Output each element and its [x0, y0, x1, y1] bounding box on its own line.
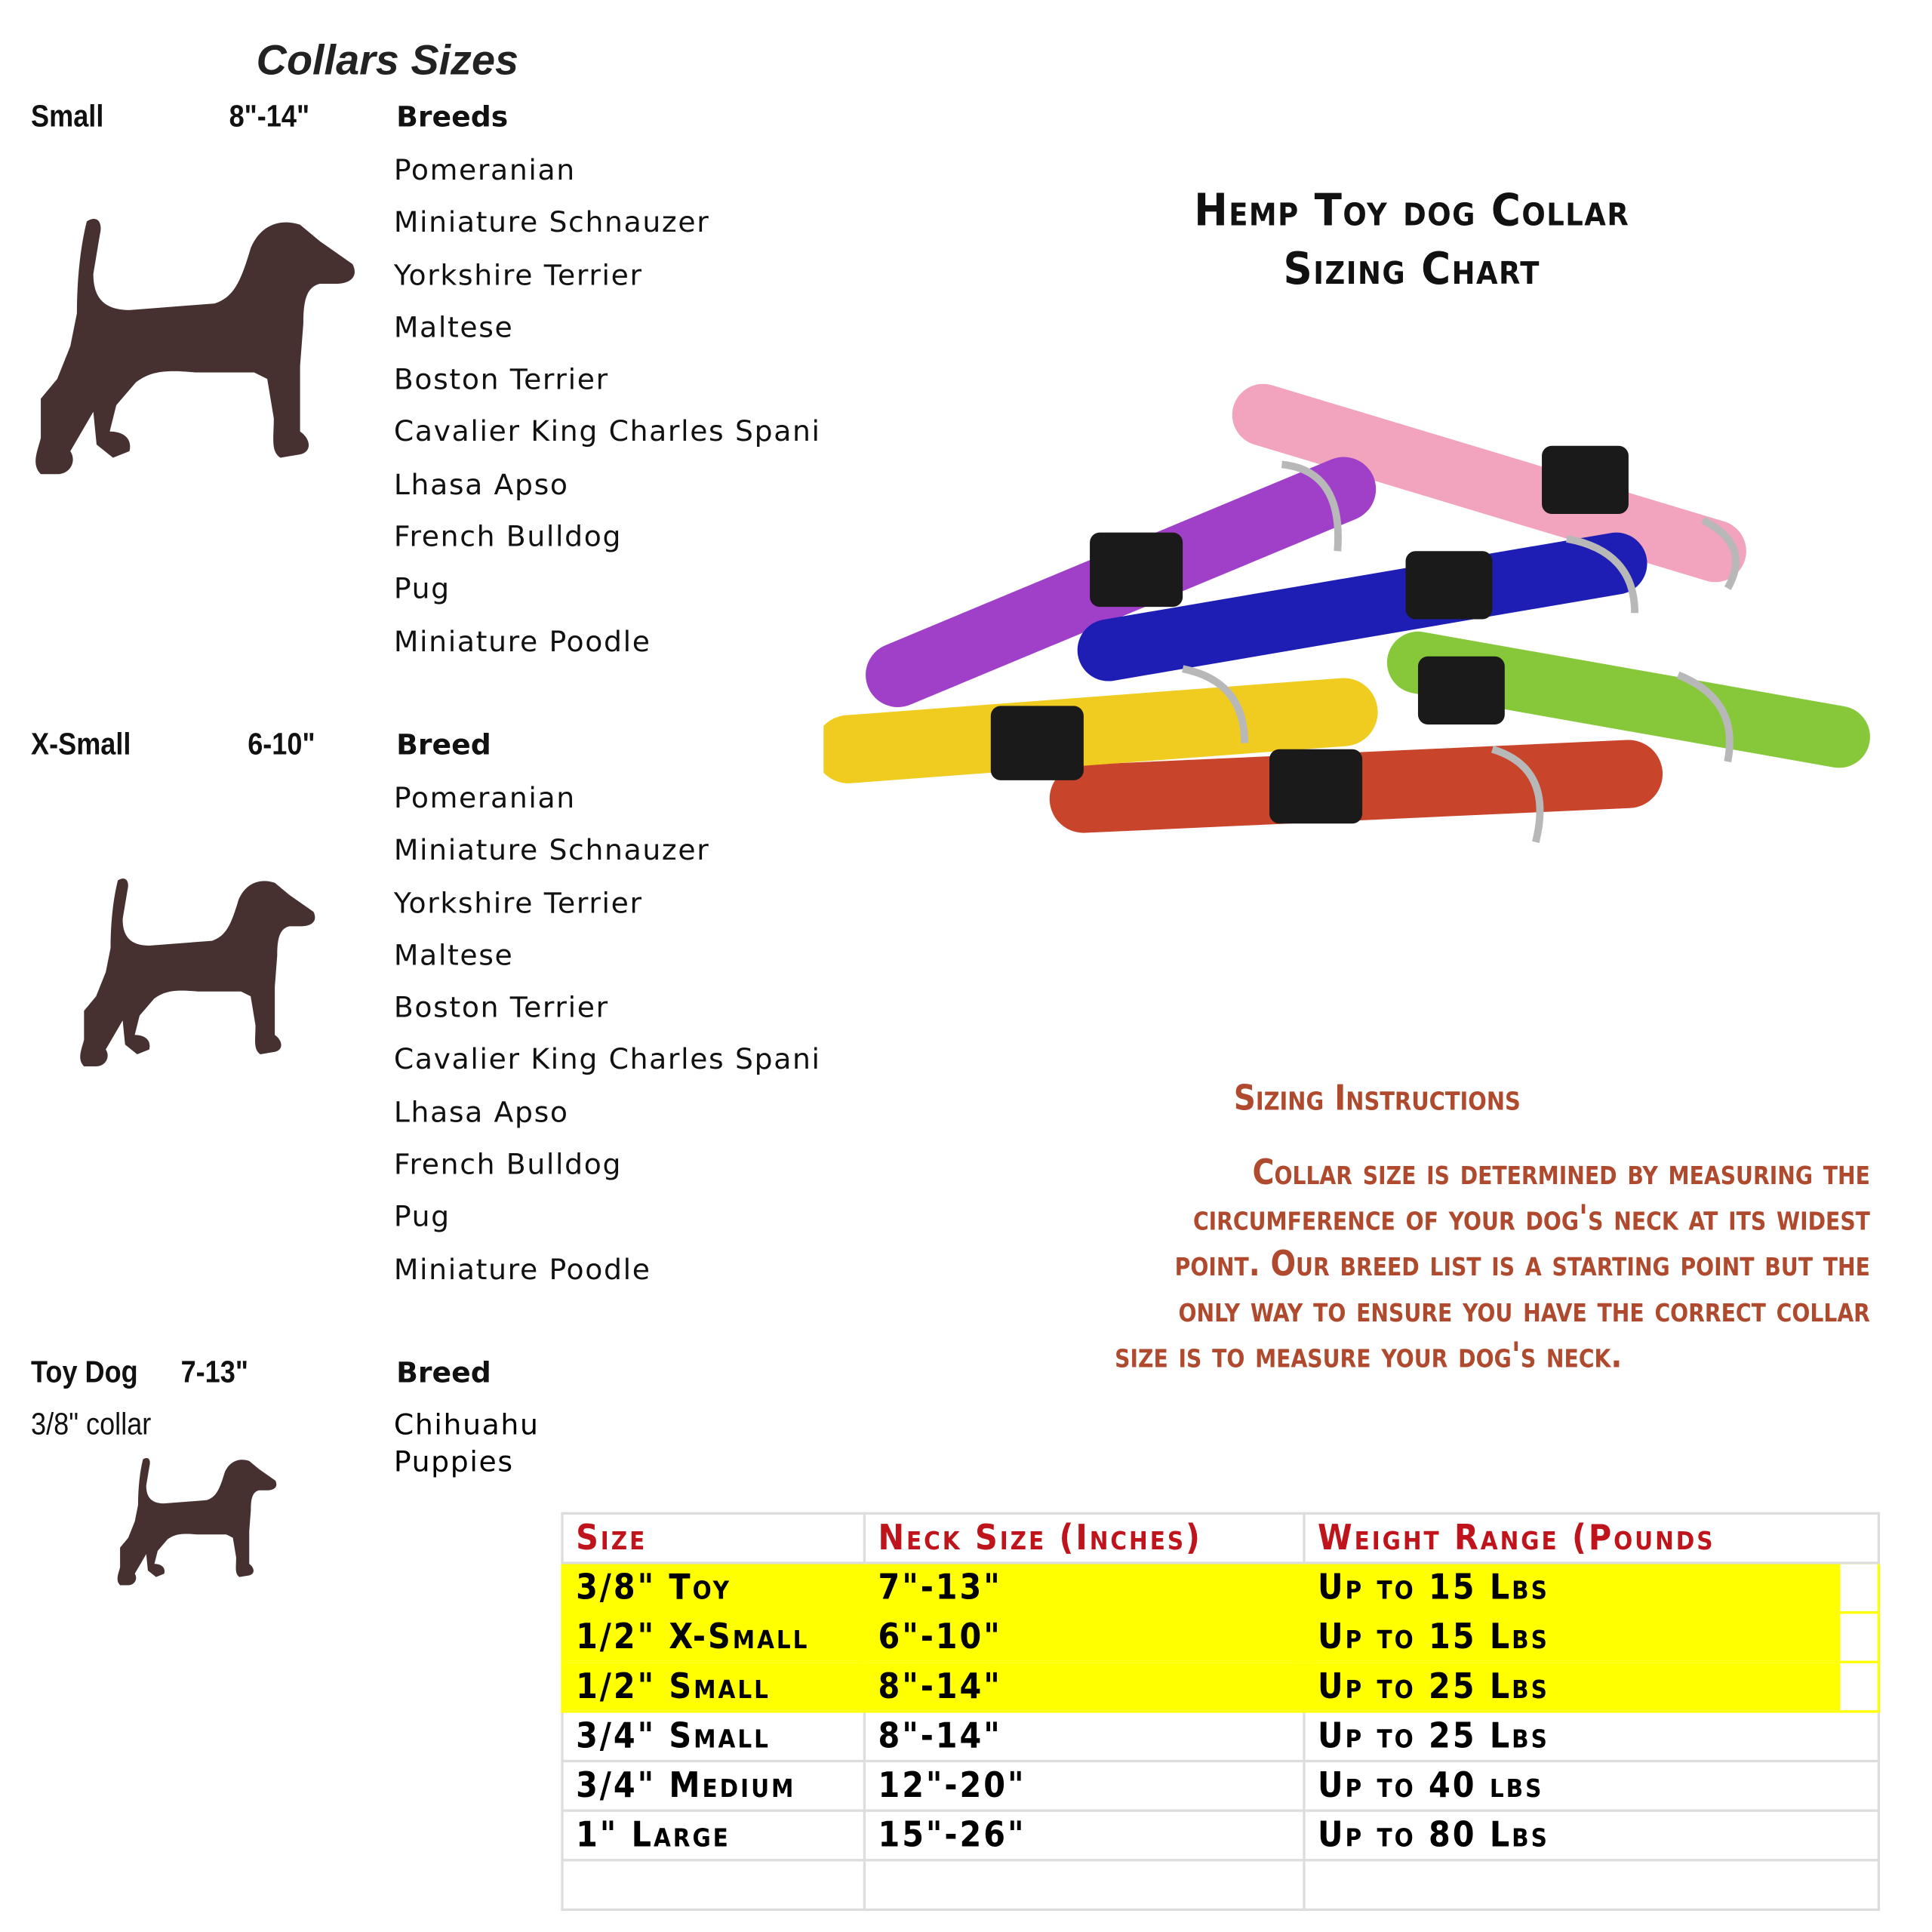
- size-table: Size Neck Size (Inches) Weight Range (Po…: [561, 1512, 1881, 1912]
- xsmall-breed-list: Pomeranian Miniature Schnauzer Yorkshire…: [394, 773, 820, 1297]
- table-cell: [561, 1859, 866, 1912]
- list-item: Miniature Schnauzer: [393, 207, 710, 240]
- table-cell: 1/2" Small: [561, 1660, 866, 1713]
- dog-silhouette-icon: [35, 218, 355, 475]
- list-item: Puppies: [393, 1446, 514, 1479]
- table-cell: 12"-20": [863, 1759, 1306, 1812]
- table-cell: Up to 40 lbs: [1303, 1759, 1881, 1812]
- size-xsmall-range: 6-10": [248, 727, 315, 762]
- header-cell: Neck Size (Inches): [863, 1512, 1306, 1564]
- dog-silhouette-icon: [80, 878, 315, 1066]
- list-item: Boston Terrier: [393, 364, 609, 397]
- breed-heading: Breed: [396, 1357, 491, 1390]
- table-row: 3/8" Toy 7"-13" Up to 15 Lbs: [561, 1561, 1881, 1614]
- table-cell: 1" Large: [561, 1809, 866, 1862]
- size-xsmall-label: X-Small: [31, 727, 131, 762]
- list-item: French Bulldog: [393, 521, 623, 554]
- table-cell: 15"-26": [863, 1809, 1306, 1862]
- collars-sizes-title: Collars Sizes: [256, 37, 519, 85]
- table-cell: Up to 15 Lbs: [1303, 1611, 1881, 1663]
- table-row: 3/4" Medium 12"-20" Up to 40 lbs: [561, 1759, 1881, 1812]
- table-header-row: Size Neck Size (Inches) Weight Range (Po…: [561, 1512, 1881, 1564]
- instructions-line: size is to measure your dog's neck.: [1115, 1334, 1623, 1377]
- sizing-instructions-heading: Sizing Instructions: [1233, 1077, 1521, 1118]
- list-item: Pomeranian: [393, 155, 576, 187]
- chart-title-line2: Sizing Chart: [1283, 244, 1540, 295]
- table-row: 1/2" Small 8"-14" Up to 25 Lbs: [561, 1660, 1881, 1713]
- table-cell: Up to 25 Lbs: [1303, 1660, 1881, 1713]
- table-cell: [1303, 1859, 1881, 1912]
- instructions-line: only way to ensure you have the correct …: [1178, 1289, 1870, 1331]
- table-cell: 6"-10": [863, 1611, 1306, 1663]
- dog-silhouette-icon: [117, 1457, 277, 1586]
- table-cell: Up to 15 Lbs: [1303, 1561, 1881, 1614]
- small-breed-list: Pomeranian Miniature Schnauzer Yorkshire…: [394, 145, 820, 669]
- table-cell: 7"-13": [863, 1561, 1306, 1614]
- table-cell: Up to 80 Lbs: [1303, 1809, 1881, 1862]
- header-cell: Weight Range (Pounds: [1303, 1512, 1881, 1564]
- table-cell: [863, 1859, 1306, 1912]
- table-cell: Up to 25 Lbs: [1303, 1710, 1881, 1763]
- table-row: 3/4" Small 8"-14" Up to 25 Lbs: [561, 1710, 1881, 1763]
- list-item: Lhasa Apso: [393, 1097, 569, 1130]
- list-item: Chihuahu: [393, 1409, 540, 1442]
- list-item: Pomeranian: [393, 783, 576, 815]
- size-toy-range: 7-13": [180, 1355, 248, 1390]
- header-cell: Size: [561, 1512, 866, 1564]
- instructions-line: circumference of your dog's neck at its …: [1192, 1197, 1870, 1238]
- list-item: French Bulldog: [393, 1149, 623, 1182]
- size-small-range: 8"-14": [229, 99, 310, 134]
- instructions-line: point. Our breed list is a starting poin…: [1174, 1243, 1870, 1284]
- table-row: 1" Large 15"-26" Up to 80 Lbs: [561, 1809, 1881, 1862]
- list-item: Cavalier King Charles Spaniel: [393, 417, 820, 449]
- size-small-label: Small: [31, 99, 104, 134]
- breeds-heading: Breeds: [396, 101, 509, 134]
- table-row: 1/2" X-Small 6"-10" Up to 15 Lbs: [561, 1611, 1881, 1663]
- list-item: Miniature Poodle: [393, 626, 651, 659]
- list-item: Maltese: [393, 940, 514, 973]
- breed-heading: Breed: [396, 729, 491, 762]
- table-cell: 8"-14": [863, 1660, 1306, 1713]
- table-row: [561, 1859, 1881, 1912]
- table-cell: 8"-14": [863, 1710, 1306, 1763]
- list-item: Miniature Poodle: [393, 1254, 651, 1287]
- list-item: Cavalier King Charles Spaniel: [393, 1044, 820, 1077]
- list-item: Yorkshire Terrier: [393, 887, 643, 920]
- toy-collar-width: 3/8" collar: [31, 1407, 152, 1442]
- instructions-line: Collar size is determined by measuring t…: [1252, 1152, 1870, 1193]
- table-cell: 1/2" X-Small: [561, 1611, 866, 1663]
- list-item: Yorkshire Terrier: [393, 259, 643, 292]
- toy-breed-list: Chihuahu Puppies: [394, 1407, 820, 1481]
- list-item: Maltese: [393, 312, 514, 345]
- list-item: Pug: [393, 1201, 451, 1235]
- table-cell: 3/8" Toy: [561, 1561, 866, 1614]
- list-item: Miniature Schnauzer: [393, 835, 710, 868]
- collar-stack-photo: [823, 383, 1870, 844]
- chart-title-line1: Hemp Toy dog Collar: [1194, 186, 1630, 237]
- list-item: Pug: [393, 574, 451, 607]
- list-item: Lhasa Apso: [393, 469, 569, 502]
- sizing-instructions-text: Collar size is determined by measuring t…: [694, 1149, 1870, 1379]
- table-cell: 3/4" Small: [561, 1710, 866, 1763]
- list-item: Boston Terrier: [393, 992, 609, 1025]
- size-toy-label: Toy Dog: [31, 1355, 138, 1390]
- table-cell: 3/4" Medium: [561, 1759, 866, 1812]
